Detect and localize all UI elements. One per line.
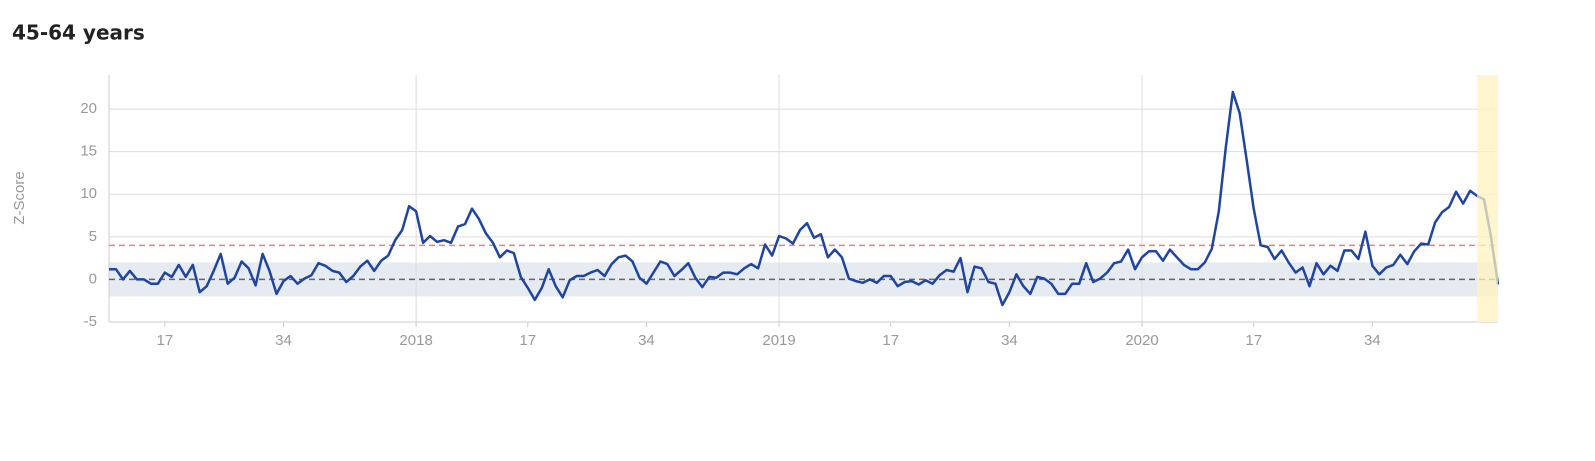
y-tick-label: 0 — [89, 270, 97, 287]
y-tick-label: -5 — [84, 313, 97, 330]
x-tick-label: 34 — [275, 332, 292, 349]
x-tick-label: 17 — [519, 332, 536, 349]
x-tick-label: 34 — [1364, 332, 1381, 349]
x-tick-label: 2018 — [399, 332, 432, 349]
y-tick-label: 15 — [80, 143, 97, 160]
series-line — [109, 90, 1500, 307]
x-tick-label: 2019 — [762, 332, 795, 349]
x-tick-label: 34 — [638, 332, 655, 349]
x-tick-label: 2020 — [1125, 332, 1158, 349]
y-axis-label: Z-Score — [11, 171, 28, 224]
x-tick-label: 17 — [156, 332, 173, 349]
x-tick-label: 34 — [1001, 332, 1018, 349]
chart-title: 45-64 years — [12, 21, 145, 45]
y-tick-label: 20 — [80, 100, 97, 117]
x-tick-label: 17 — [1245, 332, 1262, 349]
highlight-region — [1477, 75, 1498, 322]
y-tick-label: 5 — [89, 228, 97, 245]
x-tick-label: 17 — [882, 332, 899, 349]
y-tick-label: 10 — [80, 185, 97, 202]
